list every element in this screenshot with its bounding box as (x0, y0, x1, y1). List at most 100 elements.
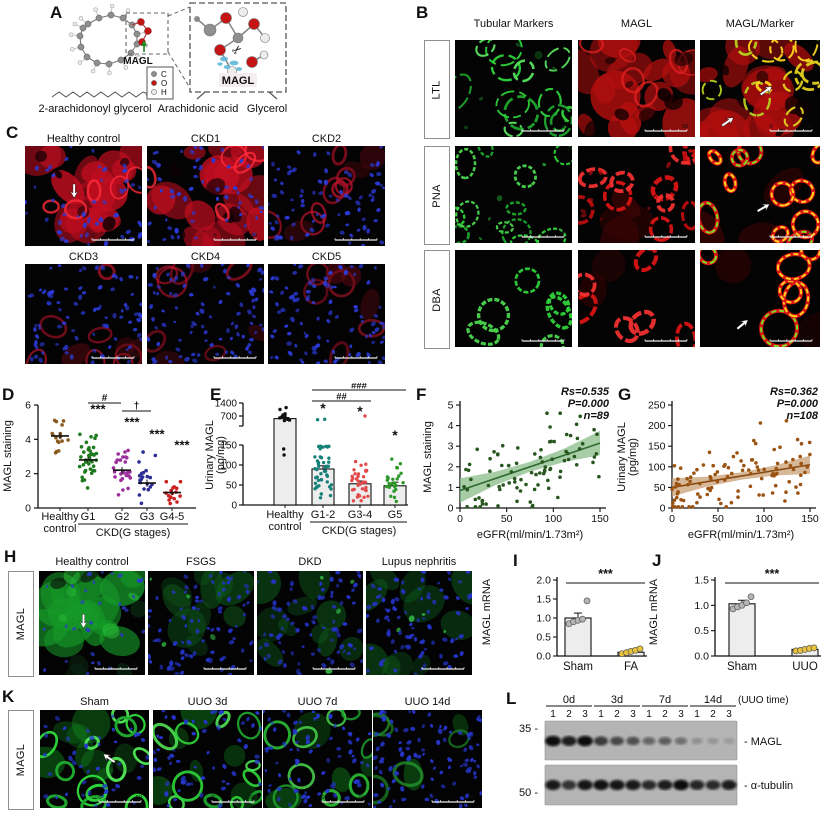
svg-text:1.0: 1.0 (536, 613, 551, 625)
micrograph-dba-merge: 0 50 (700, 250, 820, 347)
svg-text:Healthy: Healthy (266, 509, 304, 521)
micrograph-dba-magl: 0 50 (578, 250, 695, 347)
svg-text:***: *** (124, 414, 140, 429)
svg-text:2: 2 (614, 709, 620, 720)
svg-text:n=108: n=108 (787, 410, 819, 422)
molecule-label-glycerol: Glycerol (246, 103, 288, 115)
svg-text:0: 0 (203, 662, 206, 668)
svg-text:eGFR(ml/min/1.73m²): eGFR(ml/min/1.73m²) (477, 529, 583, 541)
panel-e-label: E (210, 385, 222, 404)
svg-text:150: 150 (801, 513, 819, 525)
svg-text:1: 1 (694, 709, 700, 720)
svg-text:G1: G1 (81, 511, 96, 523)
panel-b-row-label-dba: DBA (424, 250, 450, 349)
svg-text:(pg/mg): (pg/mg) (627, 438, 639, 476)
svg-text:2: 2 (662, 709, 668, 720)
svg-text:0: 0 (231, 501, 237, 512)
svg-text:35 -: 35 - (519, 723, 538, 735)
svg-text:Urinary MAGL: Urinary MAGL (205, 420, 216, 490)
micrograph-ckd4: 0 50 (147, 264, 264, 364)
micrograph-ltl-magl: 0 50 (578, 40, 695, 137)
svg-text:3: 3 (726, 709, 732, 720)
chart-magl-mrna-uuo: 0.0 0.5 1.0 1.5 Sham UUO *** MAGL mRNA (645, 550, 824, 683)
svg-text:4: 4 (25, 434, 31, 446)
svg-text:3: 3 (448, 441, 454, 453)
svg-text:50: 50 (807, 124, 813, 130)
svg-text:#: # (102, 393, 108, 404)
micrograph-h-fsgs: 0 50 (148, 571, 254, 675)
chart-magl-staining-stages: 0 2 4 6 Healthy control *** G1 *** G2 *** G3 *** G4-5… (0, 392, 208, 554)
svg-text:0: 0 (334, 351, 337, 357)
micrograph-h-healthy: 0 50 (39, 571, 145, 675)
svg-text:0: 0 (211, 795, 214, 801)
panel-b-label: B (416, 3, 429, 22)
svg-text:50: 50 (712, 513, 724, 525)
panel-h-title-dkd: DKD (298, 556, 322, 568)
svg-text:##: ## (336, 392, 347, 403)
panel-h-title-lupus: Lupus nephritis (381, 556, 457, 568)
panel-b-col-header-magl: MAGL (620, 18, 653, 30)
svg-text:50: 50 (251, 233, 257, 239)
svg-text:CKD(G stages): CKD(G stages) (322, 525, 397, 537)
svg-text:0.5: 0.5 (694, 625, 709, 637)
svg-text:0.0: 0.0 (694, 651, 709, 663)
panel-a-label: A (50, 3, 63, 22)
svg-text:50: 50 (372, 351, 378, 357)
micrograph-k-uuo14d: 0 50 (373, 710, 482, 808)
chart-urinary-magl-stages: ### ## 1400 700 150 100 50 0 Healthy control * G1-2… (205, 383, 413, 558)
micrograph-ltl-marker: 0 50 (455, 40, 572, 137)
svg-text:50: 50 (372, 233, 378, 239)
svg-text:700: 700 (220, 412, 237, 423)
micrograph-ltl-merge: 0 50 (700, 40, 820, 137)
svg-text:2: 2 (448, 461, 454, 473)
panel-k-label: K (2, 687, 15, 706)
svg-text:*: * (320, 400, 326, 416)
svg-text:***: *** (149, 426, 165, 441)
panel-k-title-sham: Sham (80, 696, 109, 708)
svg-text:1.5: 1.5 (694, 575, 709, 587)
svg-text:(UUO time): (UUO time) (738, 695, 789, 706)
svg-text:MAGL staining: MAGL staining (2, 420, 14, 492)
micrograph-ckd2: 0 50 (268, 146, 385, 246)
svg-text:0: 0 (644, 124, 647, 130)
svg-text:G3-4: G3-4 (348, 509, 372, 521)
svg-text:G5: G5 (388, 509, 403, 521)
chart-urinary-vs-egfr: 0 50 100 150 200 250 0 50 100 150 Rs=0.362 P=0.000 n… (616, 383, 824, 555)
micrograph-dba-marker: 0 50 (455, 250, 572, 347)
panel-i-label: I (513, 551, 518, 570)
svg-text:0: 0 (431, 795, 434, 801)
svg-text:CKD(G stages): CKD(G stages) (96, 527, 171, 539)
svg-text:0: 0 (98, 795, 101, 801)
svg-text:***: *** (90, 402, 106, 417)
svg-text:Urinary MAGL: Urinary MAGL (616, 422, 628, 492)
svg-text:100: 100 (648, 461, 666, 473)
svg-text:- α-tubulin: - α-tubulin (744, 780, 793, 792)
svg-text:control: control (268, 521, 301, 533)
panel-b-row-label-ltl: LTL (424, 40, 450, 139)
svg-text:6: 6 (25, 400, 31, 412)
svg-text:FA: FA (624, 661, 638, 673)
svg-text:2.0: 2.0 (536, 575, 551, 587)
micrograph-h-lupus: 0 50 (366, 571, 472, 675)
svg-text:MAGL mRNA: MAGL mRNA (481, 578, 493, 645)
svg-text:3: 3 (630, 709, 636, 720)
svg-text:50: 50 (459, 662, 465, 668)
svg-text:0: 0 (91, 233, 94, 239)
panel-h-title-fsgs: FSGS (186, 556, 216, 568)
svg-text:***: *** (174, 438, 190, 453)
panel-h-label: H (4, 547, 17, 566)
svg-text:✂: ✂ (229, 41, 246, 58)
molecule-label-aa: Arachidonic acid (157, 103, 239, 115)
molecule-label-2ag: 2-arachidonoyl glycerol (38, 103, 152, 115)
svg-text:0: 0 (312, 662, 315, 668)
svg-text:50 -: 50 - (519, 787, 538, 799)
panel-d-label: D (2, 385, 15, 404)
svg-text:eGFR(ml/min/1.73m²): eGFR(ml/min/1.73m²) (688, 529, 794, 541)
micrograph-ckd-healthy: 0 50 (25, 146, 142, 246)
svg-text:(pg/mg): (pg/mg) (215, 436, 227, 474)
chart-staining-vs-egfr: 0 1 2 3 4 5 0 50 100 150 Rs=0.535 P=0.000 n=89 eGFR(m… (413, 383, 621, 555)
svg-text:MAGL staining: MAGL staining (422, 421, 434, 493)
svg-text:O: O (161, 79, 167, 88)
panel-h-row-label-magl: MAGL (8, 571, 34, 677)
svg-text:0: 0 (25, 503, 31, 515)
